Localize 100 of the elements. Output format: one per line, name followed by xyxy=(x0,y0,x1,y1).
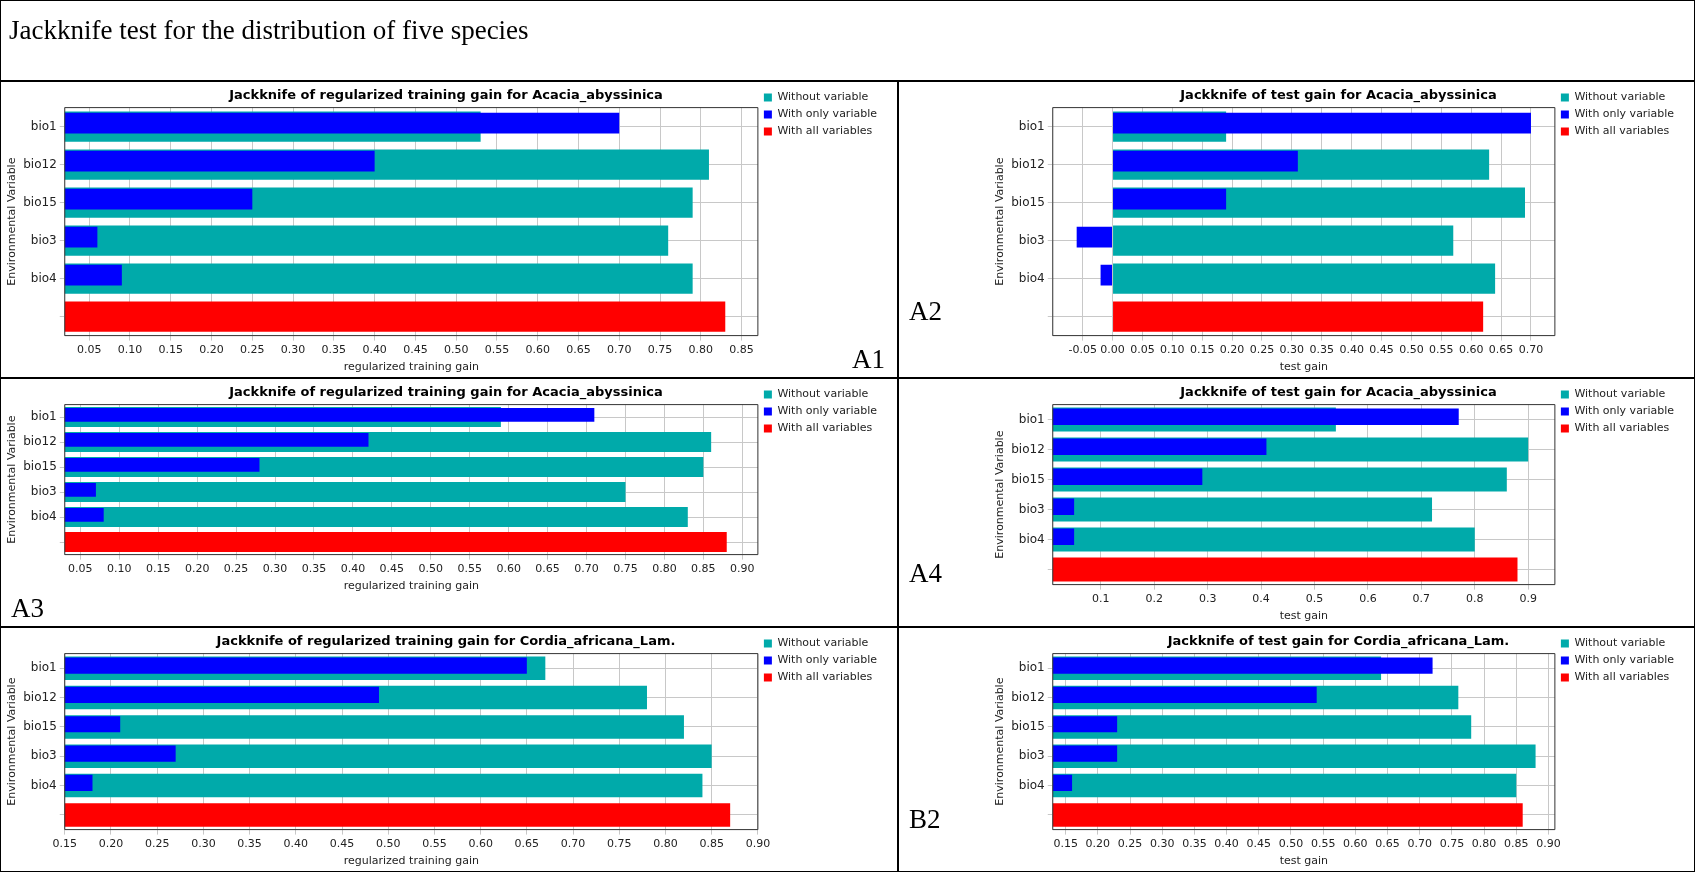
legend-label: Without variable xyxy=(777,90,869,104)
legend-label: Without variable xyxy=(1574,90,1666,104)
y-axis-title: Environmental Variable xyxy=(5,157,19,286)
x-axis-title: regularized training gain xyxy=(343,579,479,593)
x-tick-label: 0.85 xyxy=(699,837,724,851)
y-tick-label: bio3 xyxy=(30,748,57,763)
x-tick-label: 0.55 xyxy=(1429,343,1454,357)
x-tick-label: 0.60 xyxy=(525,343,550,357)
legend-label: With only variable xyxy=(777,653,878,667)
x-tick-label: 0.80 xyxy=(652,562,677,576)
y-tick-label: bio4 xyxy=(1018,270,1045,285)
bar xyxy=(1113,188,1227,210)
x-tick-label: 0.50 xyxy=(375,837,401,851)
y-axis-title: Environmental Variable xyxy=(993,677,1007,806)
bar xyxy=(1100,264,1113,286)
legend-label: With all variables xyxy=(1574,124,1670,138)
legend-label: Without variable xyxy=(1574,387,1666,401)
x-tick-label: 0.10 xyxy=(107,562,132,576)
x-tick-label: 0.3 xyxy=(1198,592,1217,606)
x-tick-label: 0.20 xyxy=(98,837,124,851)
legend-label: With all variables xyxy=(1574,421,1670,435)
x-tick-label: 0.60 xyxy=(1343,837,1368,851)
x-tick-label: 0.15 xyxy=(145,562,171,576)
x-tick-label: 0.05 xyxy=(68,562,93,576)
x-tick-label: 0.25 xyxy=(240,343,265,357)
x-tick-label: 0.35 xyxy=(301,562,327,576)
y-tick-label: bio12 xyxy=(23,434,57,449)
text: A3 xyxy=(11,593,44,624)
legend-label: With only variable xyxy=(1574,107,1675,121)
x-tick-label: 0.45 xyxy=(379,562,405,576)
y-tick-label: bio12 xyxy=(23,156,57,171)
x-tick-label: 0.80 xyxy=(688,343,714,357)
x-axis-title: regularized training gain xyxy=(343,854,479,868)
x-tick-label: 0.65 xyxy=(566,343,591,357)
x-tick-label: 0.85 xyxy=(691,562,716,576)
x-tick-label: 0.15 xyxy=(158,343,184,357)
x-tick-label: 0.40 xyxy=(340,562,366,576)
chart-title: Jackknife of regularized training gain for Acacia_abyssinica xyxy=(228,384,663,401)
x-tick-label: 0.05 xyxy=(76,343,102,357)
x-tick-label: 0.35 xyxy=(1182,837,1207,851)
x-tick-label: 0.75 xyxy=(1439,837,1465,851)
x-tick-label: 0.70 xyxy=(560,837,586,851)
legend-label: With only variable xyxy=(777,404,878,418)
legend-label: With only variable xyxy=(1574,653,1675,667)
x-tick-label: 0.20 xyxy=(1219,343,1245,357)
x-tick-label: 0.15 xyxy=(1053,837,1078,851)
x-tick-label: 0.15 xyxy=(1189,343,1215,357)
legend-label: With all variables xyxy=(777,421,873,435)
y-tick-label: bio15 xyxy=(23,459,57,474)
x-tick-label: 0.90 xyxy=(1536,837,1561,851)
x-tick-label: 0.45 xyxy=(1246,837,1272,851)
x-tick-label: 0.35 xyxy=(237,837,262,851)
y-tick-label: bio3 xyxy=(1018,748,1045,763)
x-tick-label: 0.65 xyxy=(1375,837,1400,851)
y-tick-label: bio15 xyxy=(23,194,57,209)
x-tick-label: 0.45 xyxy=(329,837,355,851)
x-tick-label: 0.55 xyxy=(422,837,447,851)
y-tick-label: bio4 xyxy=(30,777,57,792)
bar xyxy=(1113,150,1298,172)
bar xyxy=(1113,112,1531,134)
x-tick-label: 0.70 xyxy=(1407,837,1432,851)
y-tick-label: bio15 xyxy=(1011,471,1045,486)
legend-label: Without variable xyxy=(1574,636,1666,650)
x-tick-label: 0.65 xyxy=(1488,343,1514,357)
x-tick-label: 0.55 xyxy=(484,343,510,357)
bar xyxy=(1113,263,1496,294)
x-tick-label: 0.6 xyxy=(1359,592,1377,606)
x-tick-label: 0.75 xyxy=(647,343,673,357)
x-tick-label: 0.25 xyxy=(1117,837,1143,851)
x-tick-label: 0.85 xyxy=(729,343,754,357)
x-tick-label: 0.35 xyxy=(321,343,347,357)
x-tick-label: 0.30 xyxy=(1149,837,1175,851)
y-tick-label: bio3 xyxy=(30,232,57,247)
x-tick-label: 0.7 xyxy=(1412,592,1431,606)
x-tick-label: 0.40 xyxy=(283,837,309,851)
y-axis-title: Environmental Variable xyxy=(5,677,19,806)
y-tick-label: bio15 xyxy=(1011,719,1045,734)
x-tick-label: 0.5 xyxy=(1305,592,1324,606)
x-tick-label: 0.90 xyxy=(730,562,755,576)
x-tick-label: 0.65 xyxy=(535,562,560,576)
x-tick-label: 0.55 xyxy=(1310,837,1336,851)
x-axis-title: test gain xyxy=(1279,360,1329,374)
bar xyxy=(1113,225,1454,256)
x-tick-label: 0.30 xyxy=(191,837,216,851)
y-tick-label: bio3 xyxy=(1018,501,1045,516)
y-tick-label: bio4 xyxy=(1018,777,1045,792)
x-tick-label: 0.60 xyxy=(1458,343,1484,357)
legend-label: With only variable xyxy=(1574,404,1675,418)
y-tick-label: bio4 xyxy=(30,509,57,524)
x-tick-label: 0.50 xyxy=(1399,343,1424,357)
legend-label: With all variables xyxy=(777,124,873,138)
x-tick-label: 0.50 xyxy=(443,343,469,357)
x-tick-label: 0.30 xyxy=(262,562,288,576)
y-tick-label: bio1 xyxy=(1018,660,1045,675)
x-axis-title: regularized training gain xyxy=(343,360,479,374)
legend-label: With all variables xyxy=(777,670,873,684)
x-tick-label: 0.10 xyxy=(1160,343,1185,357)
legend-label: With all variables xyxy=(1574,670,1670,684)
x-tick-label: 0.10 xyxy=(117,343,143,357)
y-tick-label: bio12 xyxy=(1011,689,1045,704)
